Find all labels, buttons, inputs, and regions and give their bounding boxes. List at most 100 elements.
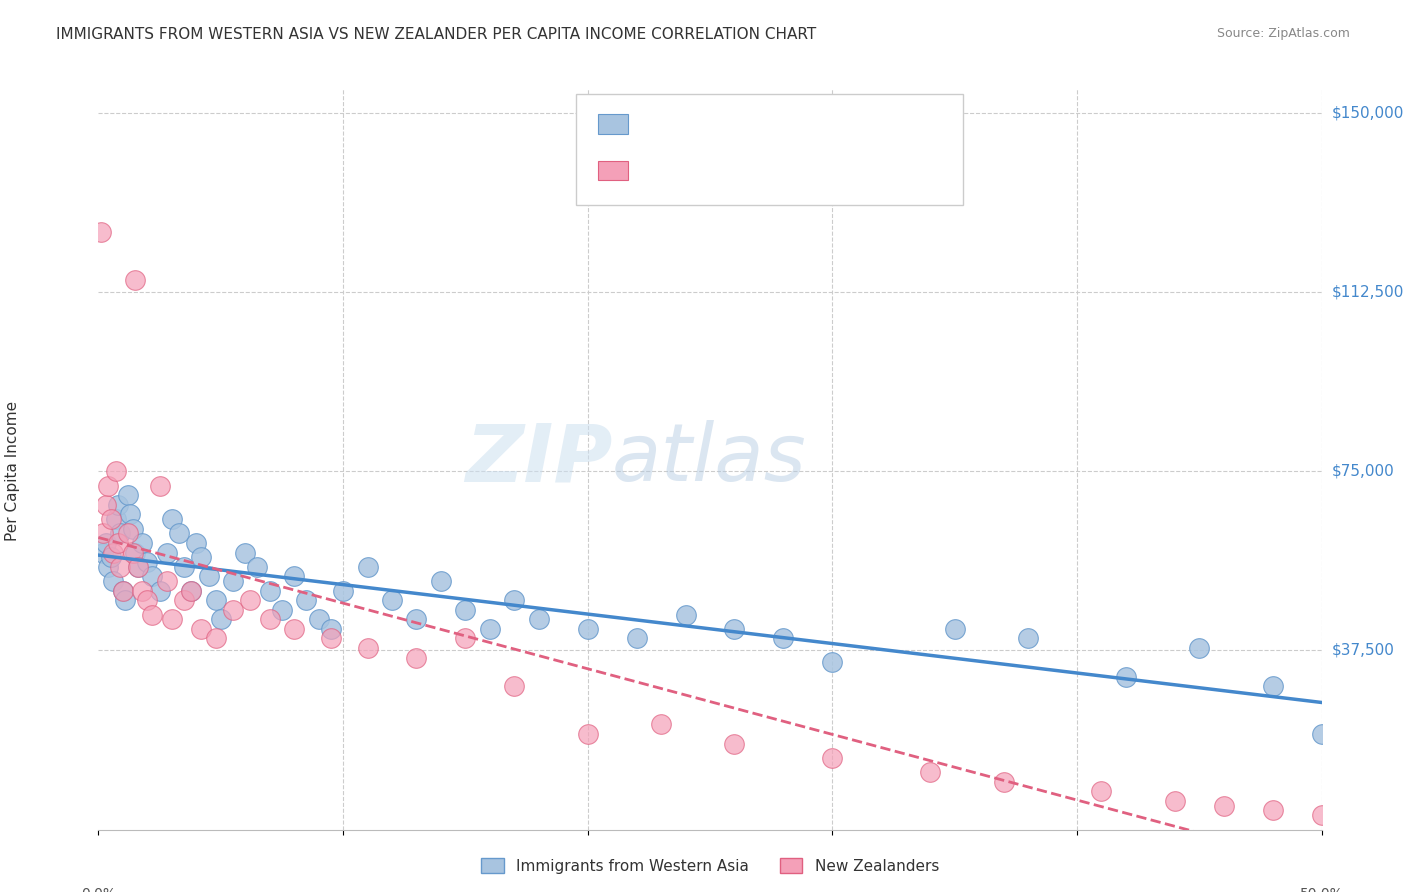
- Point: [94, 498, 117, 512]
- Text: 44: 44: [772, 161, 793, 175]
- Point: [131, 583, 153, 598]
- Point: [124, 545, 146, 559]
- Point: [920, 765, 942, 780]
- Point: [173, 559, 195, 574]
- Point: [111, 583, 134, 598]
- Point: [136, 593, 159, 607]
- Point: [356, 641, 378, 656]
- Point: [821, 751, 844, 765]
- Point: [120, 508, 142, 522]
- Text: Per Capita Income: Per Capita Income: [6, 401, 20, 541]
- Point: [319, 632, 342, 646]
- Point: [205, 593, 228, 607]
- Text: $150,000: $150,000: [1331, 105, 1403, 120]
- Point: [430, 574, 453, 589]
- Point: [1310, 808, 1333, 822]
- Text: IMMIGRANTS FROM WESTERN ASIA VS NEW ZEALANDER PER CAPITA INCOME CORRELATION CHAR: IMMIGRANTS FROM WESTERN ASIA VS NEW ZEAL…: [56, 27, 817, 42]
- Point: [270, 603, 294, 617]
- Text: $37,500: $37,500: [1331, 643, 1395, 658]
- Point: [246, 559, 269, 574]
- Point: [576, 622, 599, 636]
- Point: [222, 603, 245, 617]
- Point: [91, 545, 114, 559]
- Text: ZIP: ZIP: [465, 420, 612, 499]
- Point: [1212, 798, 1234, 813]
- Point: [127, 559, 149, 574]
- Text: R =: R =: [643, 161, 676, 175]
- Point: [136, 555, 159, 569]
- Point: [110, 526, 132, 541]
- Text: -0.167: -0.167: [676, 161, 731, 175]
- Point: [141, 607, 163, 622]
- Text: R =: R =: [643, 114, 676, 128]
- Point: [97, 559, 120, 574]
- Point: [1261, 679, 1284, 693]
- Point: [308, 612, 330, 626]
- Text: 59: 59: [772, 114, 793, 128]
- Point: [111, 583, 134, 598]
- Point: [190, 550, 212, 565]
- Point: [149, 478, 172, 492]
- Text: N =: N =: [738, 161, 772, 175]
- Point: [319, 622, 342, 636]
- Point: [259, 583, 281, 598]
- Point: [239, 593, 262, 607]
- Point: [723, 737, 745, 751]
- Point: [283, 622, 305, 636]
- Point: [156, 545, 179, 559]
- Text: -0.566: -0.566: [676, 114, 731, 128]
- Legend: Immigrants from Western Asia, New Zealanders: Immigrants from Western Asia, New Zealan…: [474, 850, 946, 881]
- Text: 0.0%: 0.0%: [82, 887, 115, 892]
- Point: [107, 498, 129, 512]
- Text: atlas: atlas: [612, 420, 807, 499]
- Point: [160, 612, 183, 626]
- Point: [90, 226, 112, 240]
- Point: [332, 583, 354, 598]
- Text: 50.0%: 50.0%: [1299, 887, 1344, 892]
- Point: [283, 569, 305, 583]
- Point: [1164, 794, 1187, 808]
- Point: [626, 632, 648, 646]
- Point: [1090, 784, 1112, 798]
- Point: [104, 464, 127, 478]
- Point: [772, 632, 794, 646]
- Point: [141, 569, 163, 583]
- Point: [117, 526, 139, 541]
- Point: [156, 574, 179, 589]
- Point: [180, 583, 202, 598]
- Point: [259, 612, 281, 626]
- Point: [101, 574, 124, 589]
- Point: [821, 656, 844, 670]
- Point: [180, 583, 202, 598]
- Point: [576, 727, 599, 741]
- Point: [186, 536, 208, 550]
- Point: [454, 603, 477, 617]
- Point: [114, 593, 136, 607]
- Point: [205, 632, 228, 646]
- Point: [1261, 804, 1284, 818]
- Text: N =: N =: [738, 114, 772, 128]
- Point: [723, 622, 745, 636]
- Point: [117, 488, 139, 502]
- Point: [131, 536, 153, 550]
- Point: [478, 622, 501, 636]
- Point: [650, 717, 672, 731]
- Point: [100, 550, 122, 565]
- Point: [527, 612, 550, 626]
- Point: [1310, 727, 1333, 741]
- Point: [1017, 632, 1039, 646]
- Point: [295, 593, 318, 607]
- Point: [167, 526, 190, 541]
- Point: [222, 574, 245, 589]
- Point: [121, 545, 143, 559]
- Point: [503, 679, 526, 693]
- Text: Source: ZipAtlas.com: Source: ZipAtlas.com: [1216, 27, 1350, 40]
- Point: [97, 478, 120, 492]
- Point: [104, 512, 127, 526]
- Point: [91, 526, 114, 541]
- Point: [454, 632, 477, 646]
- Point: [101, 545, 124, 559]
- Point: [127, 559, 149, 574]
- Point: [943, 622, 966, 636]
- Point: [209, 612, 232, 626]
